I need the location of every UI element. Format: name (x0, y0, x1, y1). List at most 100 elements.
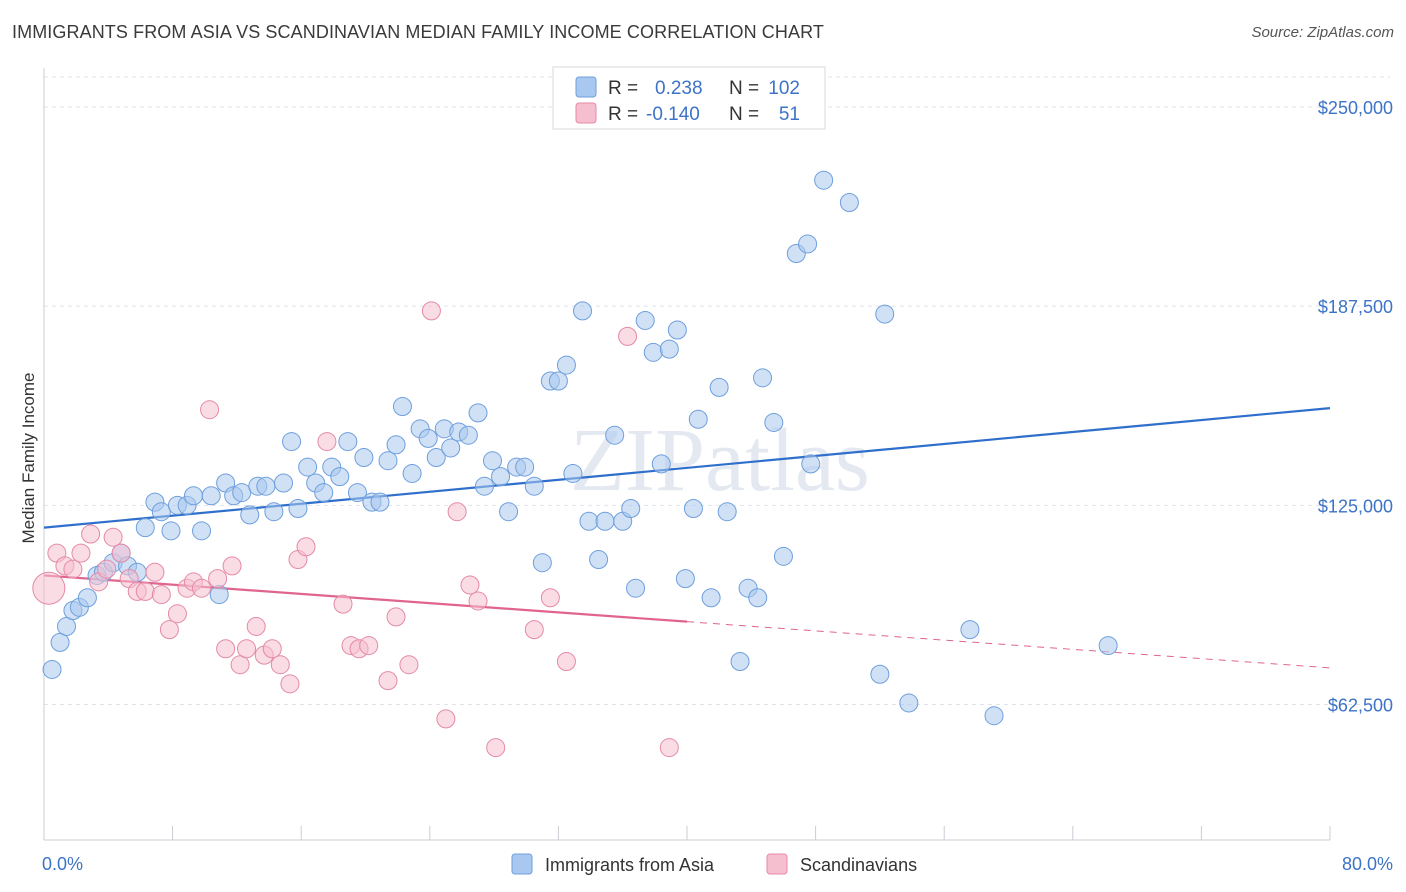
point-asia (556, 355, 576, 375)
point-scandinavian (540, 588, 560, 608)
point-scandinavian (618, 326, 638, 346)
legend-r-value-asia: 0.238 (655, 78, 703, 99)
point-asia (643, 342, 663, 362)
series-legend-label-scand: Scandinavians (800, 855, 917, 875)
point-asia (801, 454, 821, 474)
point-scandinavian (159, 620, 179, 640)
axes (43, 68, 1331, 841)
source-label: Source: ZipAtlas.com (1251, 24, 1394, 41)
point-asia (288, 499, 308, 518)
point-scandinavian (111, 543, 131, 563)
point-asia (635, 310, 655, 330)
point-asia (875, 304, 895, 324)
y-tick-label: $125,000 (1318, 496, 1393, 516)
point-asia (474, 476, 494, 496)
point-asia (256, 476, 276, 496)
legend-swatch-scand (575, 102, 597, 124)
legend-n-value-asia: 102 (768, 78, 800, 99)
point-scandinavian (145, 562, 165, 582)
series-legend-label-asia: Immigrants from Asia (545, 855, 715, 875)
legend-n-label-scand: N = (729, 104, 759, 125)
point-asia (57, 616, 77, 636)
point-asia (659, 339, 679, 359)
point-scandinavian (556, 652, 576, 671)
point-asia (314, 483, 334, 503)
point-scandinavian (151, 585, 171, 605)
point-scandinavian (421, 301, 441, 321)
point-asia (354, 448, 374, 467)
point-asia (209, 585, 229, 605)
point-asia (135, 518, 155, 538)
legend-r-value-scand: -0.140 (646, 104, 700, 125)
point-scandinavian (237, 639, 257, 659)
point-asia (515, 457, 535, 477)
point-asia (183, 486, 203, 506)
point-asia (468, 403, 488, 423)
legend-n-label-asia: N = (729, 78, 759, 99)
point-scandinavian (32, 571, 66, 605)
point-asia (651, 454, 671, 474)
point-scandinavian (222, 556, 242, 576)
point-asia (717, 502, 737, 522)
legend-swatch-asia (575, 76, 597, 98)
x-tick-labels: 0.0% 80.0% (42, 854, 1393, 874)
chart-title: IMMIGRANTS FROM ASIA VS SCANDINAVIAN MED… (12, 22, 824, 42)
point-scandinavian (200, 400, 220, 420)
y-tick-label: $62,500 (1328, 696, 1393, 716)
point-asia (798, 234, 818, 254)
point-scandinavian (280, 674, 300, 694)
point-asia (524, 476, 544, 496)
point-asia (748, 588, 768, 608)
point-asia (482, 451, 502, 471)
point-asia (232, 483, 252, 503)
point-asia (330, 467, 350, 487)
y-tick-label: $250,000 (1318, 98, 1393, 118)
point-asia (563, 463, 583, 483)
point-asia (370, 492, 390, 512)
point-asia (151, 502, 171, 522)
point-scandinavian (230, 655, 250, 675)
x-tick-label: 80.0% (1342, 854, 1393, 874)
point-asia (870, 664, 890, 684)
trend-line-scandinavian (43, 574, 688, 623)
point-asia (764, 412, 784, 432)
point-asia (960, 620, 980, 640)
point-scandinavian (262, 639, 282, 659)
point-asia (984, 706, 1004, 726)
point-asia (773, 546, 793, 566)
point-asia (753, 368, 773, 388)
point-asia (161, 521, 181, 541)
point-asia (532, 553, 552, 573)
point-scandinavian (317, 432, 337, 452)
point-asia (675, 569, 695, 589)
point-asia (426, 448, 446, 467)
point-asia (458, 425, 478, 445)
point-scandinavian (167, 604, 187, 624)
point-asia (605, 425, 625, 445)
point-asia (548, 371, 568, 391)
point-scandinavian (103, 527, 123, 547)
point-asia (621, 499, 641, 518)
point-scandinavian (63, 559, 83, 579)
point-scandinavian (468, 591, 488, 611)
point-asia (688, 409, 708, 429)
point-asia (579, 511, 599, 531)
point-scandinavian (333, 594, 353, 614)
point-asia (298, 457, 318, 477)
legend-r-label-asia: R = (608, 78, 638, 99)
point-asia (499, 502, 519, 522)
point-asia (274, 473, 294, 493)
point-asia (378, 451, 398, 471)
point-scandinavian (460, 575, 480, 595)
point-scandinavian (81, 524, 101, 544)
point-scandinavian (71, 543, 91, 563)
point-asia (667, 320, 687, 340)
point-asia (441, 438, 461, 458)
point-scandinavian (399, 655, 419, 675)
point-asia (50, 632, 70, 652)
point-scandinavian (524, 620, 544, 640)
point-asia (282, 432, 302, 452)
point-asia (240, 505, 260, 525)
point-asia (589, 550, 609, 569)
point-scandinavian (192, 578, 212, 598)
